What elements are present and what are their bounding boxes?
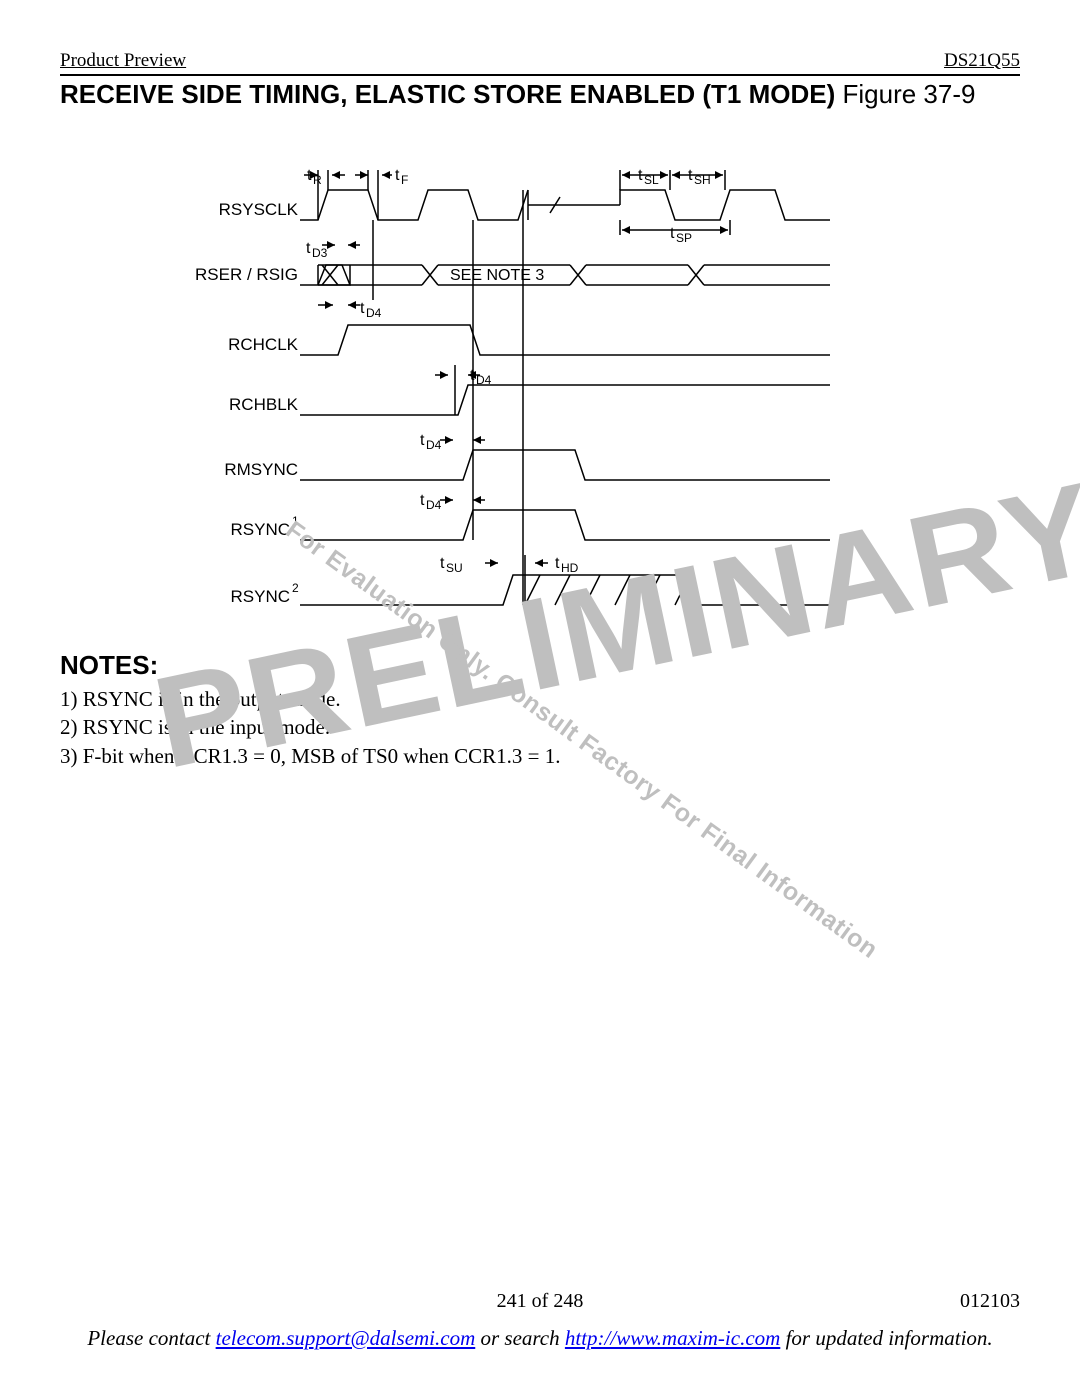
timing-tSP: t xyxy=(670,225,675,242)
note-item: RSYNC is in the input mode. xyxy=(60,713,1020,741)
timing-diagram: RSYSCLK t R t F t SL t SH t SP RSER / RS… xyxy=(190,150,890,625)
timing-tHD-sub: HD xyxy=(561,561,579,575)
contact-url-link[interactable]: http://www.maxim-ic.com xyxy=(565,1326,780,1350)
timing-tSU-sub: SU xyxy=(446,561,463,575)
timing-tD4-c-sub: D4 xyxy=(426,438,442,452)
signal-label-rsync2: RSYNC xyxy=(230,587,290,606)
contact-post: for updated information. xyxy=(780,1326,992,1350)
timing-tD4-d-sub: D4 xyxy=(426,498,442,512)
timing-tF-sub: F xyxy=(401,173,408,187)
header-left: Product Preview xyxy=(60,50,186,72)
timing-tD3: t xyxy=(306,240,311,257)
contact-mid: or search xyxy=(475,1326,565,1350)
page-number: 241 of 248 xyxy=(60,1290,1020,1313)
timing-tD4-c: t xyxy=(420,432,425,449)
notes-heading: NOTES: xyxy=(60,650,1020,681)
timing-tD4-d: t xyxy=(420,492,425,509)
rsync-sup2: 2 xyxy=(292,581,299,595)
timing-tSP-sub: SP xyxy=(676,231,692,245)
note-item: F-bit when CCR1.3 = 0, MSB of TS0 when C… xyxy=(60,742,1020,770)
timing-tD4-a-sub: D4 xyxy=(366,306,382,320)
figure-title: RECEIVE SIDE TIMING, ELASTIC STORE ENABL… xyxy=(60,79,1020,110)
contact-pre: Please contact xyxy=(87,1326,215,1350)
timing-tD3-sub: D3 xyxy=(312,246,328,260)
notes-list: RSYNC is in the output mode. RSYNC is in… xyxy=(60,685,1020,770)
timing-tHD: t xyxy=(555,555,560,572)
timing-tSU: t xyxy=(440,555,445,572)
page-footer: 241 of 248 012103 Please contact telecom… xyxy=(60,1290,1020,1352)
signal-label-rmsync: RMSYNC xyxy=(224,460,298,479)
note-item: RSYNC is in the output mode. xyxy=(60,685,1020,713)
rsync-sup1: 1 xyxy=(292,514,299,528)
timing-tF: t xyxy=(395,167,400,184)
footer-contact: Please contact telecom.support@dalsemi.c… xyxy=(60,1324,1020,1352)
signal-label-rsync1: RSYNC xyxy=(230,520,290,539)
signal-label-rchblk: RCHBLK xyxy=(229,395,299,414)
header-right: DS21Q55 xyxy=(944,50,1020,72)
timing-diagram-svg: RSYSCLK t R t F t SL t SH t SP RSER / RS… xyxy=(190,150,890,620)
signal-label-rser: RSER / RSIG xyxy=(195,265,298,284)
see-note-box: SEE NOTE 3 xyxy=(450,267,544,284)
signal-label-rchclk: RCHCLK xyxy=(228,335,299,354)
contact-email-link[interactable]: telecom.support@dalsemi.com xyxy=(216,1326,476,1350)
title-bold: RECEIVE SIDE TIMING, ELASTIC STORE ENABL… xyxy=(60,79,835,109)
title-figref: Figure 37-9 xyxy=(835,79,975,109)
footer-date: 012103 xyxy=(960,1290,1020,1313)
timing-tD4-a: t xyxy=(360,300,365,317)
signal-label-rsysclk: RSYSCLK xyxy=(219,200,299,219)
